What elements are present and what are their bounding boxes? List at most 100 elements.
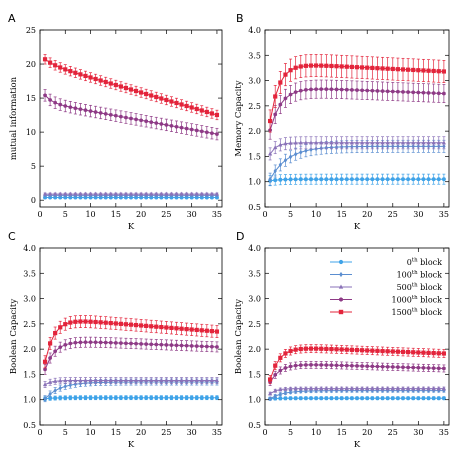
data-point <box>48 391 52 397</box>
data-point <box>169 99 174 104</box>
y-tick-label: 1.5 <box>248 152 261 161</box>
data-point <box>299 149 303 155</box>
data-point <box>355 396 359 401</box>
data-point <box>365 177 370 182</box>
data-point <box>174 343 179 348</box>
data-point <box>139 395 144 400</box>
data-point <box>123 85 129 91</box>
x-tick-label: 15 <box>111 428 121 437</box>
x-tick-label: 25 <box>388 428 398 437</box>
data-point <box>108 320 113 326</box>
data-point <box>390 364 395 370</box>
data-point <box>406 386 411 391</box>
data-point <box>53 378 58 383</box>
series-group <box>42 54 220 200</box>
data-point <box>355 177 359 182</box>
data-point <box>268 391 273 396</box>
data-point <box>189 395 194 400</box>
data-point <box>88 319 93 324</box>
data-point <box>395 396 400 401</box>
data-point <box>303 63 308 68</box>
y-tick-label: 0 <box>31 196 36 205</box>
data-point <box>48 60 53 65</box>
data-point <box>375 364 380 369</box>
plot-frame <box>39 247 223 426</box>
data-point <box>128 87 134 92</box>
data-point <box>73 395 78 400</box>
data-point <box>134 395 139 400</box>
data-point <box>319 386 324 391</box>
data-point <box>278 80 283 85</box>
data-point <box>385 140 390 145</box>
data-point <box>48 191 53 196</box>
data-point <box>319 87 324 92</box>
data-point <box>401 396 405 401</box>
legend-number: 1000 <box>392 296 412 305</box>
data-point <box>278 142 283 147</box>
data-point <box>370 386 375 391</box>
data-point <box>169 325 174 331</box>
y-axis-label: Boolean Capacity <box>234 299 244 374</box>
data-point <box>288 140 293 145</box>
data-point <box>194 128 199 133</box>
data-point <box>344 87 349 92</box>
data-point <box>283 390 288 396</box>
data-point <box>83 395 88 400</box>
data-point <box>53 388 57 394</box>
legend-label: 500th block <box>397 283 443 293</box>
legend-label: 1500th block <box>392 308 443 318</box>
data-point <box>98 395 103 400</box>
data-point <box>139 118 143 123</box>
y-tick-label: 4.0 <box>23 244 36 253</box>
data-point <box>314 87 318 92</box>
x-tick-label: 30 <box>413 428 423 437</box>
series-b500 <box>268 386 446 396</box>
data-point <box>380 88 385 94</box>
data-point <box>411 396 416 401</box>
data-point <box>319 362 324 368</box>
data-point <box>93 109 98 115</box>
panel-letter: C <box>8 230 16 243</box>
data-point <box>113 395 118 400</box>
data-point <box>103 378 108 383</box>
data-point <box>204 328 209 333</box>
data-point <box>63 383 67 389</box>
data-point <box>308 140 314 145</box>
data-point <box>169 395 174 400</box>
data-point <box>329 87 334 92</box>
data-point <box>309 396 313 401</box>
data-point <box>214 191 220 196</box>
data-point <box>129 395 133 400</box>
data-point <box>83 340 88 345</box>
data-point <box>298 346 303 352</box>
data-point <box>303 346 308 351</box>
data-point <box>385 396 390 401</box>
data-point <box>314 388 318 394</box>
data-point <box>179 191 184 196</box>
data-point <box>204 191 209 196</box>
data-point <box>118 191 123 196</box>
data-point <box>88 378 93 383</box>
data-point <box>139 323 144 328</box>
data-point <box>278 177 283 182</box>
data-point <box>113 378 118 383</box>
data-point <box>324 362 329 368</box>
legend-suffix: block <box>418 258 443 267</box>
data-point <box>334 388 339 394</box>
data-point <box>288 92 293 97</box>
data-point <box>278 387 283 392</box>
x-tick-label: 5 <box>288 210 293 219</box>
data-point <box>189 127 194 132</box>
data-point <box>329 363 334 368</box>
data-point <box>426 396 431 401</box>
data-point <box>78 378 83 383</box>
data-point <box>365 348 370 353</box>
data-point <box>436 140 441 145</box>
data-point <box>42 57 48 62</box>
data-point <box>42 191 48 196</box>
data-point <box>214 378 220 383</box>
data-point <box>288 68 293 73</box>
data-point <box>436 396 441 401</box>
series-b500 <box>42 191 220 196</box>
